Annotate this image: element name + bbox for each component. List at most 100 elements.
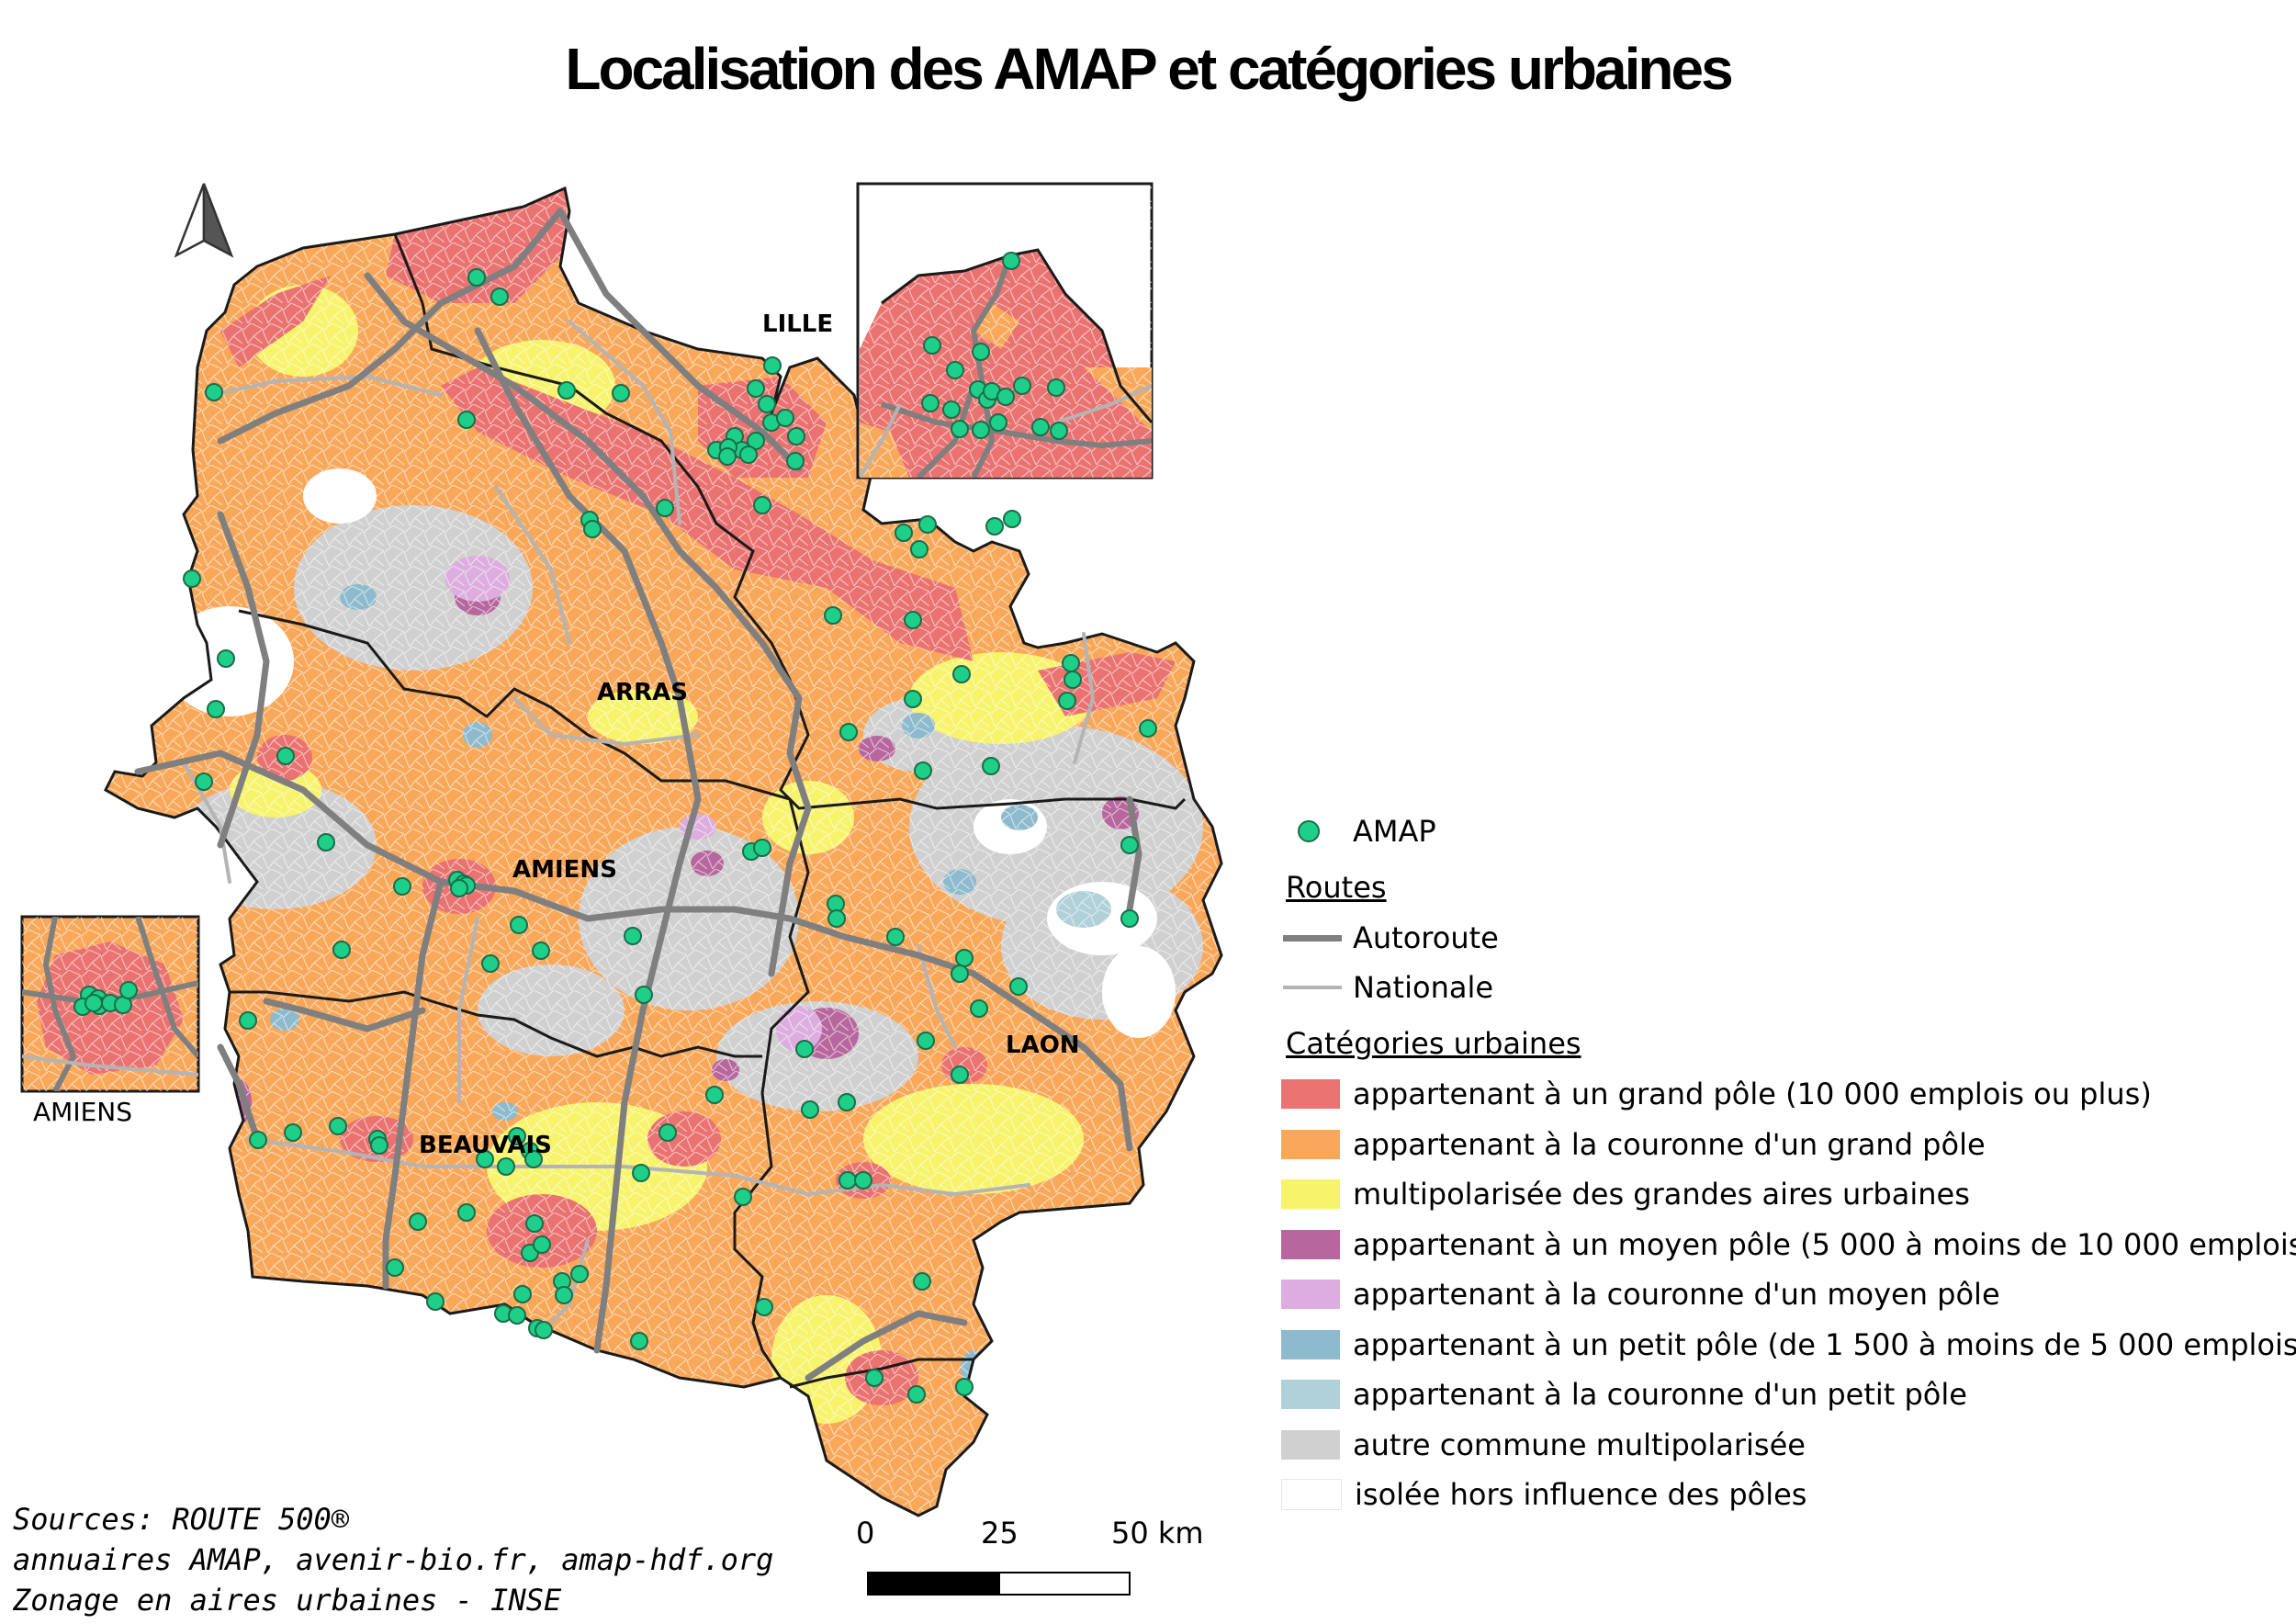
amap-marker	[952, 665, 971, 683]
amap-marker	[205, 383, 223, 401]
legend-category-4: appartenant à un moyen pôle (5 000 à moi…	[1281, 1223, 2296, 1267]
city-label-amiens: AMIENS	[512, 856, 617, 884]
amap-marker	[1047, 378, 1065, 397]
amap-marker	[370, 1136, 388, 1155]
amap-marker	[921, 394, 940, 412]
legend-category-6: appartenant à un petit pôle (de 1 500 à …	[1281, 1323, 2296, 1367]
amap-marker	[1058, 692, 1076, 710]
amap-marker	[763, 356, 782, 375]
amap-marker	[183, 570, 201, 588]
legend-category-label: appartenant à un moyen pôle (5 000 à moi…	[1353, 1226, 2296, 1262]
amap-marker	[776, 409, 794, 427]
amap-marker	[989, 413, 1007, 432]
legend-category-label: multipolarisée des grandes aires urbaine…	[1353, 1177, 1970, 1212]
amap-marker	[508, 1306, 526, 1325]
amap-marker	[951, 964, 969, 983]
amap-marker	[910, 540, 929, 558]
amap-marker	[513, 1285, 532, 1303]
legend-category-label: appartenant à la couronne d'un petit pôl…	[1353, 1377, 1967, 1412]
amap-marker	[705, 1086, 724, 1104]
amap-marker	[972, 343, 990, 361]
legend-swatch	[1281, 1429, 1340, 1460]
amap-marker	[450, 879, 468, 897]
amap-marker	[907, 1385, 926, 1404]
amap-marker	[84, 994, 103, 1012]
amap-marker	[555, 1286, 573, 1304]
legend-autoroute-label: Autoroute	[1353, 920, 1499, 955]
source-line-3: Zonage en aires urbaines - INSE	[13, 1583, 562, 1618]
inset-amiens	[20, 915, 200, 1093]
amap-marker	[508, 1127, 526, 1145]
inset-amiens-label: AMIENS	[33, 1097, 132, 1127]
amap-marker	[914, 761, 932, 780]
amap-marker	[409, 1212, 427, 1231]
legend-category-1: appartenant à un grand pôle (10 000 empl…	[1281, 1072, 2152, 1116]
legend-amap: AMAP	[1281, 809, 1436, 853]
amap-marker	[658, 1123, 677, 1142]
amap-marker	[535, 1321, 553, 1339]
amap-marker	[1009, 977, 1028, 996]
amap-marker	[533, 1235, 551, 1254]
north-arrow-icon	[174, 183, 234, 258]
amap-marker	[632, 1164, 650, 1182]
autoroute-roads	[134, 208, 1142, 1382]
amap-marker	[525, 1214, 544, 1233]
legend-category-label: autre commune multipolarisée	[1353, 1427, 1806, 1462]
amap-marker	[1031, 418, 1050, 436]
legend-swatch	[1281, 1179, 1340, 1209]
amap-marker	[635, 986, 653, 1004]
amap-marker	[249, 1131, 267, 1149]
amap-marker	[467, 268, 486, 287]
legend-category-label: appartenant à la couronne d'un moyen pôl…	[1353, 1277, 2000, 1312]
amap-marker	[481, 954, 500, 973]
inset-lille	[856, 182, 1154, 479]
legend-swatch	[1281, 1479, 1342, 1510]
amap-marker	[1062, 654, 1080, 672]
amap-marker	[1064, 671, 1082, 689]
amap-marker	[426, 1292, 445, 1311]
amap-marker	[217, 649, 235, 668]
amap-marker	[510, 916, 528, 934]
amap-marker	[795, 1040, 814, 1058]
amap-marker	[570, 1265, 589, 1283]
amap-marker	[393, 877, 411, 896]
amap-marker	[739, 445, 758, 464]
source-line-2: annuaires AMAP, avenir-bio.fr, amap-hdf.…	[13, 1542, 774, 1577]
amap-marker	[524, 1150, 543, 1168]
amap-marker	[457, 411, 476, 429]
amap-marker	[758, 395, 776, 413]
amap-marker	[955, 949, 974, 967]
amap-marker	[276, 747, 295, 765]
amap-marker	[239, 1011, 257, 1030]
amap-marker	[747, 379, 765, 398]
map-title: Localisation des AMAP et catégories urba…	[565, 36, 1733, 102]
amap-marker	[532, 942, 550, 960]
scale-label-50km: 50 km	[1111, 1516, 1204, 1551]
amap-points-inset-amiens	[73, 981, 138, 1016]
amap-marker	[630, 1332, 648, 1350]
amap-marker	[982, 757, 1000, 775]
scale-label-0: 0	[856, 1516, 875, 1551]
amap-marker	[839, 723, 858, 741]
amap-marker	[1120, 836, 1139, 854]
amap-marker	[753, 839, 771, 857]
amap-marker	[457, 1203, 476, 1222]
legend-swatch	[1281, 1280, 1340, 1309]
legend-category-label: appartenant à la couronne d'un grand pôl…	[1353, 1126, 1986, 1162]
amap-marker	[865, 1369, 884, 1387]
legend-autoroute: Autoroute	[1281, 916, 1499, 960]
amap-marker	[734, 1188, 752, 1206]
legend-nationale: Nationale	[1281, 965, 1493, 1009]
amap-marker	[918, 515, 937, 534]
amap-marker	[612, 384, 630, 402]
amap-points-inset-lille	[921, 252, 1068, 440]
city-label-laon: LAON	[1006, 1032, 1080, 1059]
amap-marker	[753, 496, 771, 514]
amap-marker	[904, 611, 922, 629]
amap-marker	[904, 690, 922, 708]
amap-marker	[827, 909, 846, 928]
nationale-line-icon	[1281, 973, 1342, 1002]
scale-bar	[867, 1572, 1131, 1596]
amap-marker	[951, 1066, 969, 1084]
amap-marker	[624, 927, 642, 945]
